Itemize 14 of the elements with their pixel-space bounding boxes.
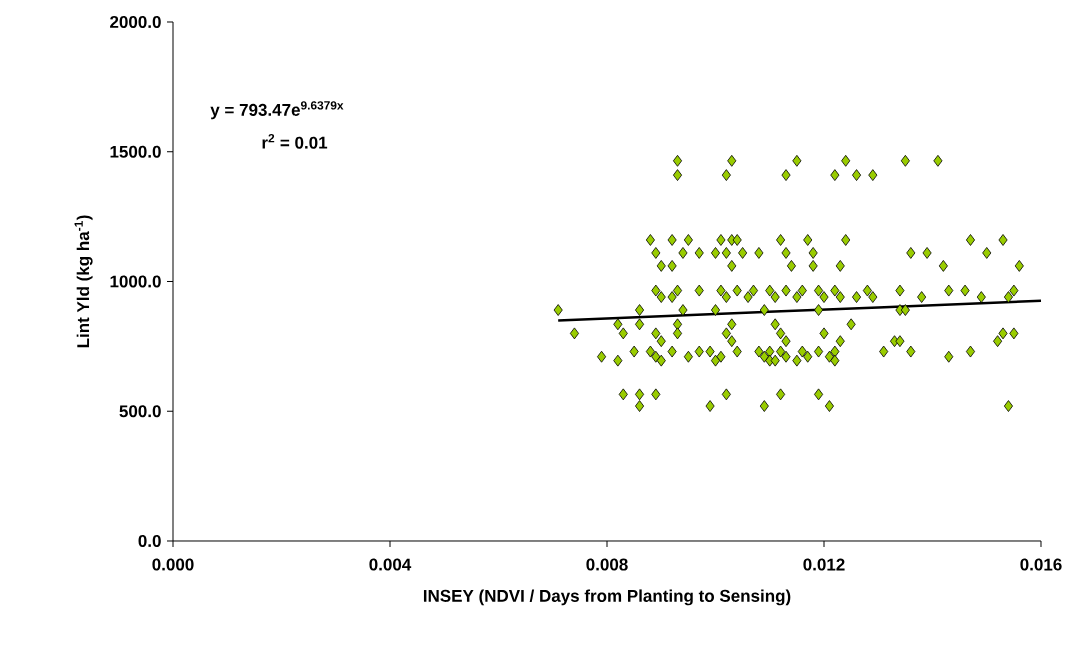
- y-tick-label: 500.0: [119, 405, 161, 418]
- y-axis-title: Lint Yld (kg ha$^{-1}$): [74, 215, 93, 348]
- x-tick-label: 0.008: [586, 558, 628, 571]
- x-tick-label: 0.012: [803, 558, 845, 571]
- x-tick-label: 0.000: [152, 558, 194, 571]
- annotation: y = 793.47e$^{9.6379x}$: [210, 101, 344, 120]
- x-axis-title: INSEY (NDVI / Days from Planting to Sensing): [423, 589, 791, 606]
- y-tick-label: 1500.0: [110, 145, 161, 158]
- x-tick-label: 0.016: [1020, 558, 1062, 571]
- x-tick-label: 0.004: [369, 558, 412, 571]
- annotation: r$^{2}$ = 0.01: [262, 133, 328, 149]
- y-tick-label: 1000.0: [110, 275, 161, 288]
- y-tick-label: 0.0: [138, 534, 161, 548]
- y-tick-label: 2000.0: [110, 15, 161, 29]
